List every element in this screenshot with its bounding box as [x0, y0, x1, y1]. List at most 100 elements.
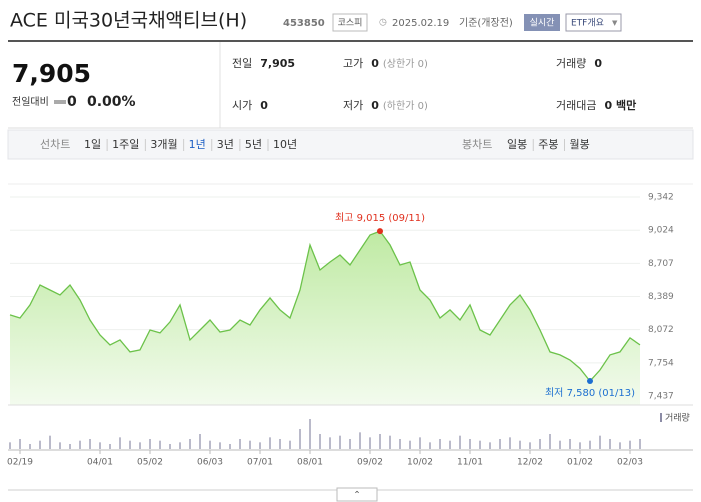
volume-bar [69, 444, 71, 449]
volume-bar [559, 440, 561, 449]
volume-bar [119, 437, 121, 449]
volume-bar [589, 440, 591, 449]
volume-bar [529, 442, 531, 449]
realtime-badge[interactable] [524, 14, 560, 31]
price: 7,905 [12, 59, 91, 88]
x-tick-label: 04/01 [87, 458, 113, 468]
x-tick-label: 12/02 [517, 458, 543, 468]
volume-bar [429, 442, 431, 449]
low-marker [587, 378, 593, 385]
x-tick-label: 07/01 [247, 458, 273, 468]
x-tick-label: 02/19 [7, 458, 33, 468]
volume-bar [439, 439, 441, 449]
price-line [9, 230, 641, 383]
x-tick-label: 08/01 [297, 458, 323, 468]
low-label: 최저 7,580 (01/13) [545, 387, 635, 399]
y-tick-label: 9,024 [648, 226, 674, 236]
volume-bar [9, 442, 11, 449]
volume-bar [609, 439, 611, 449]
stat-value: 0 [260, 99, 268, 112]
volume-bar [499, 439, 501, 449]
realtime[interactable]: 실시간 [530, 18, 555, 29]
period-tab[interactable]: 10년 [273, 138, 297, 151]
volume-bar [419, 437, 421, 449]
volume-label: 거래량 [665, 412, 690, 424]
title: ACE 미국30년국채액티브(H) [10, 10, 247, 32]
volume-bar [189, 439, 191, 449]
y-tick-label: 8,707 [648, 259, 674, 269]
volume-bar [489, 442, 491, 449]
etf-link[interactable]: ETF개요 [571, 18, 604, 29]
stat-label: 시가 [232, 99, 252, 112]
change: 0 [67, 94, 77, 110]
candle-tab[interactable]: 일봉 [507, 137, 527, 151]
stat-sub: (상한가 0) [383, 58, 428, 70]
volume-bar [299, 429, 301, 449]
candle-chart-label: 봉차트 [462, 138, 492, 151]
volume-bar [179, 442, 181, 449]
clock-icon: ◷ [379, 18, 387, 28]
high-label: 최고 9,015 (09/11) [335, 212, 425, 224]
stat-sub: (하한가 0) [383, 99, 428, 112]
y-tick-label: 9,342 [648, 193, 674, 203]
line-chart-label: 선차트 [40, 138, 70, 151]
volume-bar [239, 439, 241, 449]
volume-bar [619, 442, 621, 449]
stat-label: 전일 [232, 56, 252, 70]
stat-label: 거래대금 [556, 99, 596, 112]
volume-bar [289, 440, 291, 449]
volume-bar [89, 439, 91, 449]
market-box [332, 13, 368, 32]
volume-bar [269, 437, 271, 449]
volume-bar [209, 440, 211, 449]
period-tab[interactable]: 1주일 [112, 137, 139, 151]
code: 453850 [283, 18, 325, 29]
volume-bar [19, 439, 21, 449]
volume-bar [329, 437, 331, 449]
x-tick-label: 11/01 [457, 458, 483, 468]
period-tab[interactable]: 1일 [84, 137, 101, 151]
x-tick-label: 02/03 [617, 458, 643, 468]
stat-value: 0 [371, 99, 379, 112]
period-tab[interactable]: 3개월 [150, 138, 177, 151]
basis: 기준(개장전) [459, 17, 513, 29]
volume-bar [59, 442, 61, 449]
volume-bar [109, 444, 111, 449]
change-label: 전일대비 [12, 96, 49, 108]
candle-tab[interactable]: 월봉 [570, 138, 590, 151]
etf-button[interactable] [565, 13, 622, 32]
volume-bar [519, 440, 521, 449]
expand-button[interactable] [336, 487, 378, 502]
stat-value: 0 백만 [604, 98, 636, 112]
candle-tab[interactable]: 주봉 [538, 138, 558, 151]
volume-bar [549, 434, 551, 449]
y-tick-label: 7,437 [648, 392, 674, 402]
volume-bar [539, 439, 541, 449]
period-tab[interactable]: 5년 [245, 138, 262, 151]
x-tick-label: 06/03 [197, 458, 223, 468]
volume-bar [349, 439, 351, 449]
volume-bar [49, 435, 51, 449]
y-tick-label: 8,389 [648, 292, 674, 302]
period-tab[interactable]: 1년 [189, 138, 206, 151]
period-tab[interactable]: 3년 [217, 138, 234, 151]
volume-bar [409, 440, 411, 449]
volume-bar [159, 440, 161, 449]
volume-bar [199, 434, 201, 449]
volume-bar [509, 437, 511, 449]
volume-bar [319, 434, 321, 449]
volume-bar [169, 444, 171, 449]
volume-bar [399, 439, 401, 449]
market: 코스피 [338, 18, 363, 29]
stat-value: 7,905 [260, 57, 295, 70]
volume-bar [599, 435, 601, 449]
volume-bar [379, 434, 381, 449]
volume-bar [79, 440, 81, 449]
dropdown-arrow: ▼ [612, 19, 618, 27]
volume-bar [149, 439, 151, 449]
volume-bar [459, 435, 461, 449]
volume-bar [389, 435, 391, 449]
stat-value: 0 [371, 57, 379, 70]
expand-icon[interactable]: ⌃ [353, 491, 361, 501]
